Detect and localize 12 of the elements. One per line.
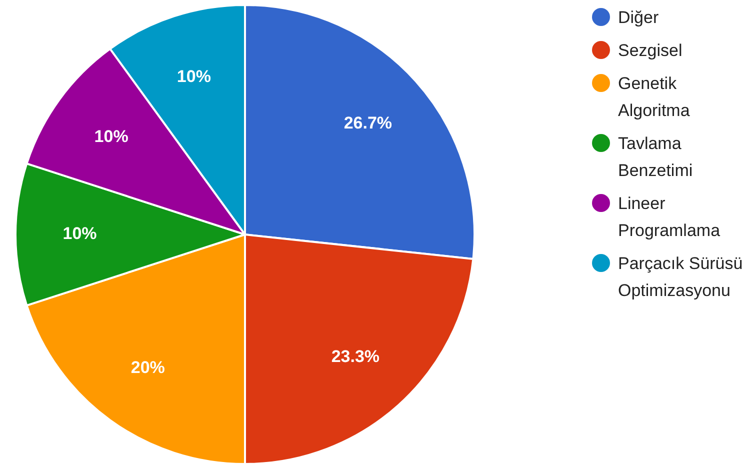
- data-label: 10%: [176, 67, 211, 86]
- data-label: 23.3%: [331, 347, 380, 366]
- legend-label: Genetik Algoritma: [618, 73, 691, 122]
- legend-label: Tavlama Benzetimi: [618, 133, 694, 182]
- data-label: 10%: [94, 127, 128, 146]
- data-label: 10%: [62, 224, 97, 244]
- legend-label: Lineer Programlama: [618, 193, 722, 242]
- data-label: 26.7%: [344, 114, 392, 133]
- legend-label: Diğer: [618, 7, 659, 29]
- legend-label: Sezgisel: [618, 40, 682, 62]
- legend-label: Parçacık Sürüsü Optimizasyonu: [618, 253, 744, 302]
- data-label: 20%: [130, 358, 165, 377]
